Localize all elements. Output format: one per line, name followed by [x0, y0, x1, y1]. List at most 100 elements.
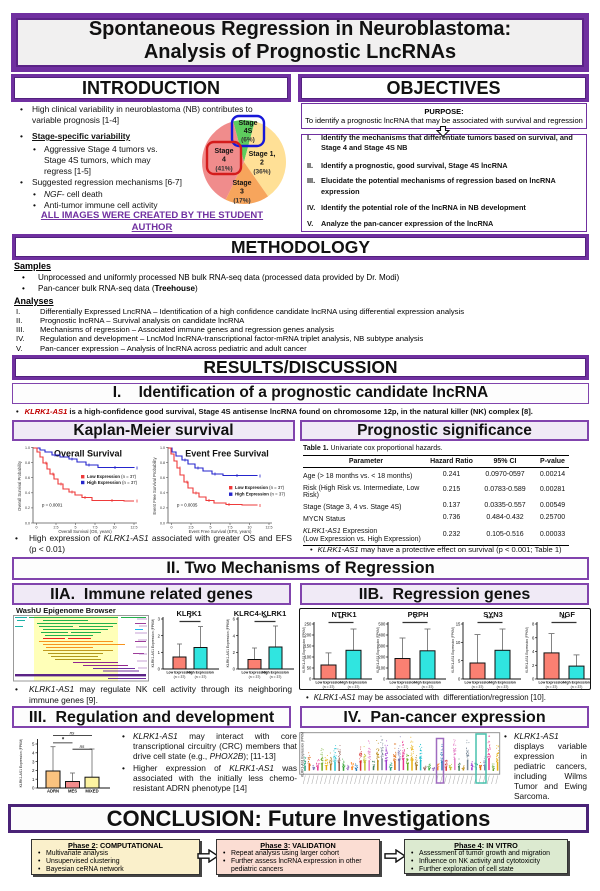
svg-text:High Expression (n = 37): High Expression (n = 37): [235, 492, 286, 497]
svg-text:NGF: NGF: [559, 610, 575, 619]
svg-text:MES: MES: [68, 789, 77, 794]
svg-text:Stage: Stage: [214, 148, 233, 155]
svg-text:200: 200: [378, 655, 386, 660]
svg-text:4: 4: [532, 649, 535, 654]
svg-text:(n = 37): (n = 37): [422, 685, 434, 689]
svg-text:12.5: 12.5: [131, 526, 138, 530]
svg-text:4: 4: [32, 751, 35, 756]
svg-text:Stage 1,: Stage 1,: [249, 151, 276, 158]
svg-text:0.2: 0.2: [25, 506, 30, 510]
svg-text:0.4: 0.4: [160, 491, 165, 495]
svg-text:100: 100: [304, 655, 312, 660]
svg-text:(n = 37): (n = 37): [195, 675, 207, 679]
svg-text:12.5: 12.5: [266, 526, 273, 530]
svg-text:0.0: 0.0: [25, 521, 30, 525]
svg-text:(6%): (6%): [241, 137, 255, 144]
svg-text:0: 0: [383, 677, 386, 682]
svg-text:ns: ns: [80, 744, 86, 749]
svg-text:KLRK1-AS1 Expression (FPKM): KLRK1-AS1 Expression (FPKM): [525, 627, 529, 673]
svg-text:KLRC4-KLRK1: KLRC4-KLRK1: [234, 609, 287, 618]
svg-text:KLRK1-AS1 Expression (FPKM): KLRK1-AS1 Expression (FPKM): [302, 627, 306, 673]
svg-text:KLRK1-AS1 Expression (FPKM): KLRK1-AS1 Expression (FPKM): [376, 627, 380, 673]
svg-text:Event Free Survival: Event Free Survival: [185, 449, 269, 459]
svg-text:High Expression (n = 37): High Expression (n = 37): [87, 480, 138, 485]
svg-text:Low Expression: Low Expression: [166, 671, 192, 675]
svg-text:10: 10: [456, 640, 461, 645]
svg-text:High Expression: High Expression: [489, 681, 516, 685]
svg-text:**: **: [338, 616, 344, 623]
svg-text:(n = 37): (n = 37): [348, 685, 360, 689]
svg-text:KLRK1-AS1 Expression (FPKM): KLRK1-AS1 Expression (FPKM): [301, 732, 305, 777]
svg-text:NTRK1: NTRK1: [331, 610, 356, 619]
svg-text:0.2: 0.2: [160, 506, 165, 510]
svg-text:1: 1: [32, 777, 35, 782]
svg-text:0: 0: [458, 677, 461, 682]
svg-text:0.4: 0.4: [25, 491, 30, 495]
svg-text:Event Free Survival (EFS, year: Event Free Survival (EFS, years): [189, 529, 252, 534]
svg-text:5: 5: [32, 742, 35, 747]
svg-text:2.5: 2.5: [189, 526, 194, 530]
svg-text:5: 5: [458, 658, 461, 663]
svg-text:250: 250: [304, 622, 312, 627]
svg-text:5: 5: [75, 526, 77, 530]
svg-text:0.0: 0.0: [160, 521, 165, 525]
svg-text:1.0: 1.0: [160, 446, 165, 450]
svg-text:p = 0.0035: p = 0.0035: [177, 503, 198, 508]
svg-text:0: 0: [532, 677, 535, 682]
svg-text:0.6: 0.6: [160, 476, 165, 480]
svg-text:Low Expression (n = 37): Low Expression (n = 37): [87, 474, 137, 479]
svg-text:8: 8: [532, 622, 535, 627]
svg-text:2: 2: [233, 650, 236, 655]
svg-text:2.5: 2.5: [54, 526, 59, 530]
svg-text:High Expression: High Expression: [187, 671, 214, 675]
svg-text:(n = 37): (n = 37): [546, 685, 558, 689]
svg-text:KLRK1-AS1 Expression (FPKM): KLRK1-AS1 Expression (FPKM): [226, 619, 230, 668]
svg-text:Stage: Stage: [238, 120, 257, 127]
svg-text:Low Expression: Low Expression: [538, 681, 564, 685]
svg-text:Overall Survival Probability: Overall Survival Probability: [17, 460, 22, 511]
svg-text:0: 0: [309, 677, 312, 682]
svg-text:ADRN: ADRN: [47, 789, 59, 794]
svg-text:3: 3: [32, 759, 35, 764]
svg-text:50: 50: [307, 666, 312, 671]
svg-text:SYN3: SYN3: [483, 610, 503, 619]
svg-text:MIXED: MIXED: [85, 789, 98, 794]
svg-text:**: **: [263, 616, 268, 622]
svg-text:High Expression: High Expression: [340, 681, 367, 685]
svg-text:5: 5: [210, 526, 212, 530]
svg-text:*: *: [62, 738, 65, 744]
svg-text:(41%): (41%): [215, 166, 232, 173]
svg-text:2: 2: [158, 633, 161, 638]
svg-text:400: 400: [378, 633, 386, 638]
svg-text:0: 0: [158, 667, 161, 672]
svg-text:(17%): (17%): [233, 198, 250, 205]
svg-text:300: 300: [378, 644, 386, 649]
svg-text:0: 0: [171, 526, 173, 530]
svg-text:High Expression: High Expression: [414, 681, 441, 685]
svg-text:2: 2: [260, 160, 264, 167]
svg-text:**: **: [561, 616, 567, 623]
svg-text:(36%): (36%): [253, 169, 270, 176]
svg-text:Low Expression: Low Expression: [241, 671, 267, 675]
svg-text:Event Free Survival Probabilit: Event Free Survival Probability: [152, 456, 157, 514]
svg-text:KLRK1-AS1 Expression (FPKM): KLRK1-AS1 Expression (FPKM): [19, 739, 23, 788]
svg-text:(n = 37): (n = 37): [497, 685, 509, 689]
svg-text:Stage: Stage: [232, 180, 251, 187]
svg-text:p = 0.0001: p = 0.0001: [42, 503, 63, 508]
svg-text:(n = 37): (n = 37): [174, 675, 186, 679]
svg-text:(n = 37): (n = 37): [571, 685, 583, 689]
svg-text:Overall Survival (OS, years): Overall Survival (OS, years): [58, 529, 112, 534]
svg-text:1: 1: [158, 650, 161, 655]
svg-text:3: 3: [240, 189, 244, 196]
svg-text:4: 4: [222, 157, 226, 164]
svg-text:(n = 37): (n = 37): [249, 675, 261, 679]
svg-text:0: 0: [36, 526, 38, 530]
svg-text:*: *: [414, 616, 417, 623]
svg-text:10: 10: [248, 526, 252, 530]
svg-text:200: 200: [304, 633, 312, 638]
svg-text:0.8: 0.8: [25, 461, 30, 465]
svg-text:KLRK1-AS1 Expression (FPKM): KLRK1-AS1 Expression (FPKM): [151, 619, 155, 668]
svg-text:KLRK1-AS1 Expression (FPKM): KLRK1-AS1 Expression (FPKM): [451, 627, 455, 673]
svg-text:0.6: 0.6: [25, 476, 30, 480]
svg-text:ns: ns: [70, 730, 76, 735]
